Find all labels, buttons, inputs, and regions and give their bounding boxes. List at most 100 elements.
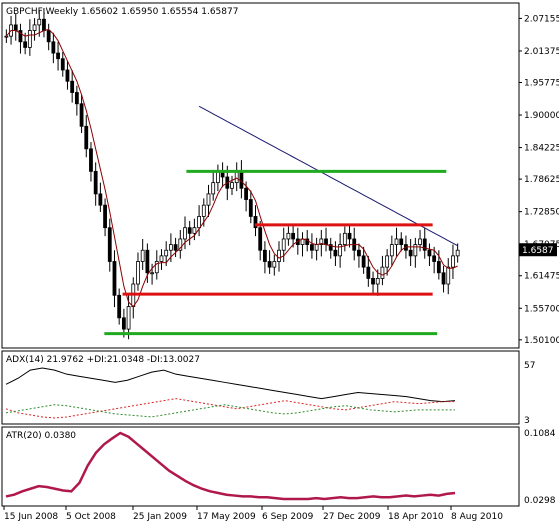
- candle-body: [432, 255, 437, 262]
- candle-body: [150, 272, 154, 275]
- candle-body: [74, 92, 79, 105]
- price-tick-label: 1.84225: [524, 144, 559, 154]
- candle-body: [168, 244, 173, 251]
- candle-body: [422, 238, 427, 251]
- price-tick-label: 1.78625: [524, 175, 559, 185]
- candle-body: [187, 227, 192, 234]
- candle-body: [70, 80, 75, 93]
- candle-body: [103, 204, 107, 229]
- candle-body: [427, 249, 432, 257]
- candle-body: [60, 58, 65, 71]
- x-tick-label: 27 Dec 2009: [323, 512, 381, 522]
- candle-body: [328, 244, 333, 251]
- candle-body: [399, 238, 404, 245]
- candle-body: [89, 148, 93, 172]
- candle-body: [183, 227, 187, 240]
- candle-body: [18, 30, 23, 43]
- candle-body: [136, 261, 140, 285]
- candle-body: [126, 306, 131, 330]
- candle-body: [98, 193, 103, 206]
- candle-body: [206, 193, 211, 206]
- candle-body: [37, 18, 42, 26]
- candle-body: [140, 249, 145, 262]
- atr-header: ATR(20) 0.0380: [6, 431, 76, 441]
- candle-body: [211, 182, 216, 195]
- candle-body: [324, 238, 328, 245]
- adx-plot: [5, 367, 456, 419]
- price-plot: [4, 8, 460, 340]
- candle-body: [201, 204, 206, 217]
- time-axis: 15 Jun 2008 5 Oct 2008 25 Jan 2009 17 May 2…: [3, 506, 503, 522]
- adx-tick-label: 57: [524, 361, 535, 371]
- candle-body: [112, 261, 117, 296]
- adx-series-line: [5, 398, 455, 419]
- candle-body: [310, 244, 314, 251]
- candle-body: [84, 125, 89, 150]
- atr-line: [5, 431, 456, 501]
- ma-short-line: [5, 28, 458, 308]
- price-tick-label: 1.61475: [524, 272, 559, 282]
- main-header: GBPCHF,Weekly 1.65602 1.65950 1.65554 1.…: [6, 7, 238, 17]
- x-tick-label: 18 Apr 2010: [388, 512, 444, 522]
- adx-header: ADX(14) 21.9762 +DI:21.0348 -DI:13.0027: [6, 355, 200, 365]
- candle-body: [215, 170, 220, 184]
- candle-body: [117, 294, 122, 319]
- candle-body: [441, 272, 446, 285]
- candle-body: [380, 266, 385, 279]
- candle-body: [314, 244, 319, 251]
- price-tick-label: 1.50100: [524, 336, 559, 346]
- price-panel[interactable]: [1, 2, 520, 349]
- candle-body: [164, 249, 169, 257]
- candle-body: [234, 170, 239, 184]
- candle-body: [79, 103, 84, 127]
- candle-body: [159, 255, 164, 262]
- adx-axis: 57 3: [524, 361, 535, 426]
- price-tick-label: 1.72850: [524, 208, 559, 218]
- candle-body: [333, 249, 338, 257]
- candle-body: [4, 35, 9, 38]
- candle-body: [394, 238, 399, 245]
- candle-body: [178, 238, 183, 251]
- candle-body: [408, 249, 413, 257]
- x-tick-label: 17 May 2009: [197, 512, 256, 522]
- adx-panel[interactable]: [1, 350, 520, 425]
- price-badge-label: 1.6587: [522, 246, 554, 256]
- candle-body: [319, 238, 324, 245]
- candle-body: [342, 232, 347, 245]
- candle-body: [51, 41, 56, 54]
- x-tick-label: 15 Jun 2008: [4, 512, 58, 522]
- candle-body: [258, 227, 263, 251]
- candle-body: [121, 317, 126, 330]
- candle-body: [357, 249, 361, 257]
- candle-body: [154, 261, 159, 274]
- candle-body: [239, 170, 244, 189]
- candle-body: [23, 41, 28, 48]
- candle-body: [263, 249, 267, 262]
- price-tick-label: 2.07155: [524, 14, 559, 24]
- candle-body: [385, 255, 390, 268]
- candle-body: [389, 244, 394, 257]
- candle-body: [46, 30, 51, 43]
- ma-long-line: [198, 105, 458, 247]
- candle-body: [281, 238, 286, 251]
- candle-body: [272, 261, 277, 268]
- candle-body: [32, 24, 37, 31]
- candle-body: [451, 255, 455, 268]
- candle-body: [291, 232, 296, 240]
- x-tick-label: 25 Jan 2009: [133, 512, 187, 522]
- candle-body: [455, 249, 460, 257]
- adx-series-line: [5, 367, 456, 403]
- candle-body: [56, 52, 60, 60]
- candle-body: [436, 261, 441, 274]
- candle-body: [446, 266, 451, 285]
- price-axis: 2.07155 2.01375 1.95775 1.90000 1.84225 1.786…: [519, 14, 559, 346]
- atr-plot: [5, 431, 456, 501]
- adx-tick-label: 3: [524, 416, 530, 426]
- candle-body: [413, 244, 418, 257]
- candle-body: [286, 232, 291, 240]
- candle-body: [375, 277, 380, 285]
- atr-tick-label: 0.0298: [524, 496, 556, 506]
- price-tick-label: 1.55700: [524, 304, 559, 314]
- price-tick-label: 1.95775: [524, 79, 559, 89]
